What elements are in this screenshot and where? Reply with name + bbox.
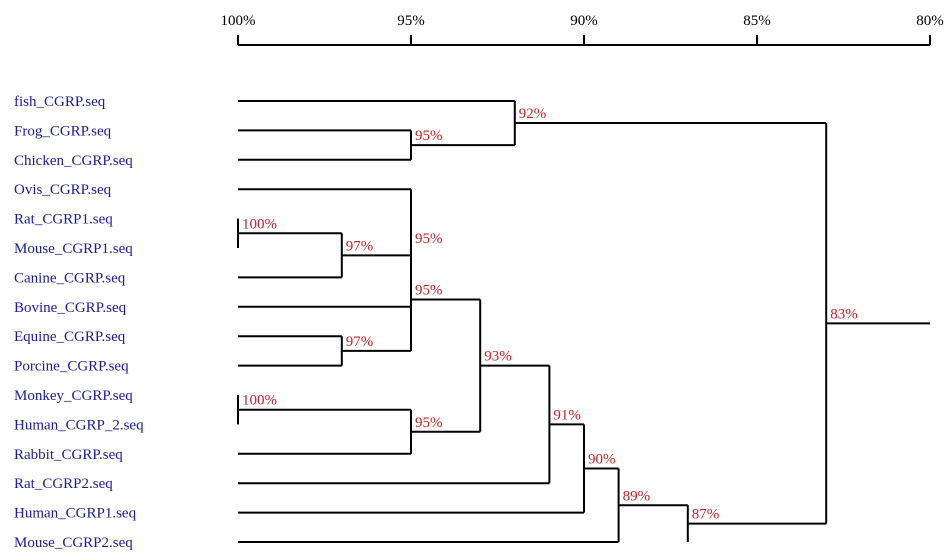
leaf-label: Human_CGRP_2.seq — [14, 417, 144, 433]
leaf-label: Mouse_CGRP2.seq — [14, 535, 133, 551]
leaf-label: Chicken_CGRP.seq — [14, 153, 133, 169]
leaf-label: fish_CGRP.seq — [14, 94, 106, 110]
leaf-label: Equine_CGRP.seq — [14, 329, 126, 345]
node-similarity-label: 97% — [346, 334, 374, 350]
branches — [237, 100, 930, 543]
node-similarity-label: 83% — [830, 306, 858, 322]
node-similarity-label: 87% — [692, 507, 720, 523]
leaf-label: Bovine_CGRP.seq — [14, 300, 127, 316]
scale-tick-label: 100% — [221, 13, 256, 29]
node-similarity-label: 95% — [415, 231, 443, 247]
node-similarity-label: 89% — [623, 488, 651, 504]
node-similarity-label: 93% — [484, 349, 512, 365]
leaf-label: Rat_CGRP1.seq — [14, 212, 113, 228]
leaf-label: Frog_CGRP.seq — [14, 123, 112, 139]
node-similarity-label: 100% — [242, 393, 277, 409]
leaf-label: Human_CGRP1.seq — [14, 506, 137, 522]
leaf-labels: fish_CGRP.seq Frog_CGRP.seq Chicken_CGRP.s… — [14, 94, 144, 551]
node-similarity-label: 95% — [415, 128, 443, 144]
scale-tick-label: 80% — [916, 13, 944, 29]
similarity-scale: 100% 95% 90% 85% 80% — [221, 13, 944, 46]
node-similarity-label: 97% — [346, 238, 374, 254]
node-similarity-label: 92% — [519, 106, 547, 122]
scale-tick-label: 85% — [743, 13, 771, 29]
leaf-label: Canine_CGRP.seq — [14, 270, 126, 286]
leaf-label: Rat_CGRP2.seq — [14, 476, 113, 492]
leaf-label: Porcine_CGRP.seq — [14, 359, 129, 375]
node-similarity-label: 100% — [242, 216, 277, 232]
node-similarity-label: 95% — [415, 282, 443, 298]
scale-tick-label: 90% — [570, 13, 598, 29]
node-similarity-label: 95% — [415, 415, 443, 431]
node-similarity-label: 91% — [553, 407, 581, 423]
leaf-label: Mouse_CGRP1.seq — [14, 241, 133, 257]
node-labels: 100% 97% 95% 97% 95% 100% 95% 93% 91% 90% 89% 95% 92… — [242, 106, 858, 523]
node-similarity-label: 90% — [588, 452, 616, 468]
scale-tick-label: 95% — [397, 13, 425, 29]
leaf-label: Rabbit_CGRP.seq — [14, 447, 123, 463]
leaf-label: Monkey_CGRP.seq — [14, 388, 133, 404]
leaf-label: Ovis_CGRP.seq — [14, 182, 112, 198]
